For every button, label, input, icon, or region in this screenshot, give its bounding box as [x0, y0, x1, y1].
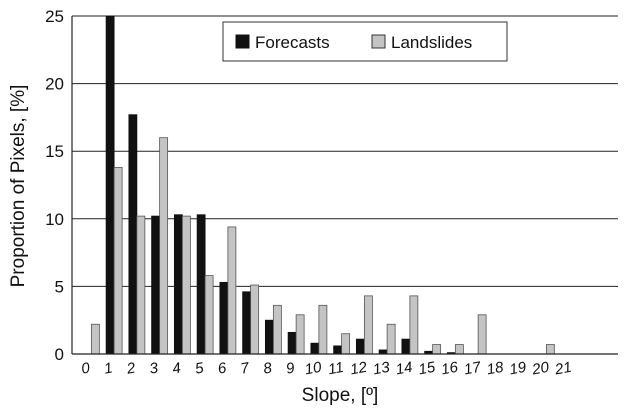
y-tick-labels: 0 5 10 15 20 25	[45, 7, 64, 364]
bar-landslides-2	[136, 215, 146, 355]
x-tick-label: 21	[553, 359, 573, 379]
bar-landslides-8	[272, 304, 282, 355]
x-tick-label: 4	[171, 359, 182, 377]
bar-landslides-20	[545, 344, 555, 355]
bar-forecasts-6	[219, 281, 229, 355]
x-tick-label: 12	[349, 359, 369, 379]
legend-label-forecasts: Forecasts	[255, 33, 330, 52]
bar-forecasts-4	[173, 214, 183, 355]
bar-landslides-10	[318, 304, 328, 355]
x-tick-labels: 0 1 2 3 4 5 6 7 8 9 10 11 12 13 14 15 16 17 18 19 20 21	[80, 359, 573, 379]
bar-landslides-6	[227, 226, 237, 355]
legend-swatch-landslides	[371, 34, 386, 49]
x-tick-label: 18	[485, 359, 505, 379]
x-tick-label: 13	[372, 359, 392, 379]
x-tick-label: 1	[103, 359, 114, 377]
legend-swatch-forecasts	[235, 34, 250, 49]
y-tick-label: 25	[45, 7, 64, 26]
y-axis-title: Proportion of Pixels, [%]	[8, 85, 29, 288]
bar-landslides-5	[204, 275, 214, 355]
bar-forecasts-5	[196, 214, 206, 355]
x-tick-label: 2	[125, 359, 138, 377]
bar-forecasts-1	[105, 15, 115, 355]
legend-box	[222, 21, 508, 62]
x-tick-label: 15	[417, 359, 437, 379]
x-tick-label: 8	[262, 359, 274, 377]
x-tick-label: 10	[303, 359, 323, 379]
x-tick-label: 17	[463, 359, 483, 379]
bar-forecasts-12	[355, 338, 365, 355]
bar-forecasts-10	[310, 342, 320, 355]
x-tick-label: 3	[148, 359, 160, 377]
x-tick-label: 19	[508, 359, 528, 379]
bar-landslides-15	[432, 344, 442, 355]
bar-forecasts-11	[333, 345, 343, 355]
y-tick-label: 15	[45, 142, 64, 161]
bar-landslides-16	[454, 344, 464, 355]
x-tick-label: 6	[217, 359, 229, 377]
bar-landslides-4	[181, 215, 191, 355]
bar-landslides-11	[341, 333, 351, 355]
bar-landslides-0	[90, 323, 100, 355]
axes	[71, 16, 618, 355]
legend: Forecasts Landslides	[222, 21, 508, 62]
x-tick-label: 16	[440, 359, 460, 379]
bar-forecasts-2	[128, 114, 138, 355]
bar-forecasts-8	[264, 319, 274, 355]
bar-landslides-12	[363, 295, 373, 355]
bar-landslides-3	[159, 137, 169, 355]
bar-forecasts-9	[287, 331, 297, 355]
x-axis-title: Slope, [º]	[302, 385, 379, 406]
bar-landslides-14	[409, 295, 419, 355]
bar-landslides-7	[250, 284, 260, 355]
x-tick-label: 9	[285, 359, 297, 377]
y-tick-label: 20	[45, 75, 64, 94]
y-tick-label: 0	[55, 345, 64, 364]
x-tick-label: 0	[80, 359, 92, 377]
bar-forecasts-3	[151, 215, 161, 355]
bar-landslides-1	[113, 167, 123, 355]
bar-forecasts-14	[401, 338, 411, 355]
x-tick-label: 11	[327, 359, 345, 378]
legend-label-landslides: Landslides	[391, 33, 472, 52]
x-tick-label: 14	[394, 359, 413, 379]
x-tick-label: 20	[530, 359, 551, 379]
bar-forecasts-7	[242, 291, 252, 355]
x-tick-label: 5	[194, 359, 206, 377]
bar-landslides-13	[386, 323, 396, 355]
bar-landslides-9	[295, 314, 305, 355]
bars	[90, 15, 555, 355]
bar-forecasts-13	[378, 349, 388, 355]
y-tick-label: 5	[55, 277, 64, 296]
x-tick-label: 7	[239, 359, 251, 377]
bar-landslides-17	[477, 314, 487, 355]
y-tick-label: 10	[45, 210, 64, 229]
